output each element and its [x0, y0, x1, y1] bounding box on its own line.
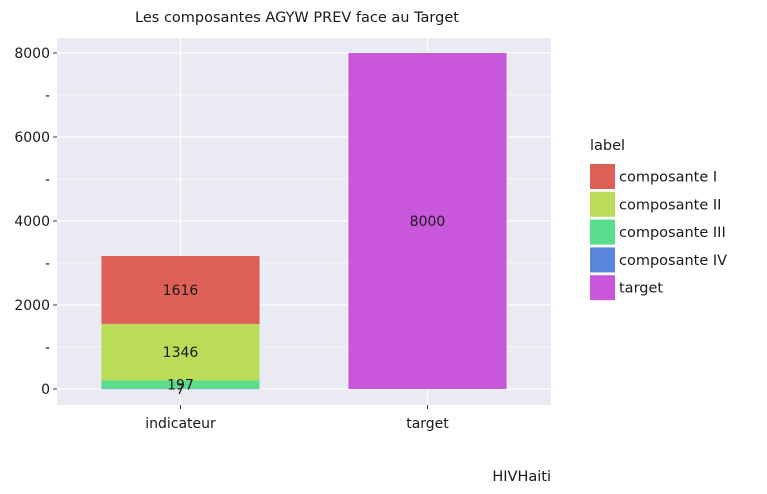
- y-minor-tick-label: -: [45, 340, 50, 356]
- x-axis: indicateur target: [145, 405, 449, 432]
- y-tick-label: 0: [41, 382, 50, 398]
- legend-swatch: [590, 191, 615, 217]
- bar-value-label: 1616: [163, 283, 199, 299]
- legend-label: composante I: [619, 170, 717, 186]
- legend-label: target: [619, 281, 663, 297]
- x-tick-label: indicateur: [145, 416, 216, 432]
- legend-swatch: [590, 219, 615, 245]
- y-minor-tick-label: -: [45, 256, 50, 272]
- chart-title: Les composantes AGYW PREV face au Target: [135, 10, 459, 26]
- bars: [101, 53, 507, 390]
- legend-label: composante II: [619, 197, 721, 213]
- legend-label: composante IV: [619, 253, 727, 269]
- bar-segment: [348, 53, 507, 389]
- bar-value-label: 7: [176, 382, 185, 398]
- legend-title: label: [590, 138, 625, 154]
- legend-label: composante III: [619, 225, 726, 241]
- bar-segment: [101, 323, 260, 381]
- bar-value-label: 8000: [410, 214, 446, 230]
- legend-swatch: [590, 164, 615, 189]
- bar-segment: [101, 380, 260, 389]
- legend-swatch: [590, 275, 615, 301]
- chart-caption: HIVHaiti: [492, 469, 551, 485]
- y-tick-label: 6000: [14, 130, 50, 146]
- x-tick-label: target: [406, 416, 449, 432]
- y-tick-label: 4000: [14, 214, 50, 230]
- legend: label composante I composante II composant…: [590, 138, 727, 301]
- y-minor-tick-label: -: [45, 88, 50, 104]
- y-tick-label: 2000: [14, 298, 50, 314]
- y-minor-tick-label: -: [45, 172, 50, 188]
- bar-segment: [101, 388, 260, 390]
- y-tick-label: 8000: [14, 46, 50, 62]
- legend-swatch: [590, 247, 615, 273]
- bar-value-label: 197: [167, 378, 194, 394]
- bar-value-label: 1346: [163, 345, 199, 361]
- y-axis: 0 2000 4000 6000 8000 - - - -: [14, 46, 57, 398]
- bar-segment: [101, 256, 260, 324]
